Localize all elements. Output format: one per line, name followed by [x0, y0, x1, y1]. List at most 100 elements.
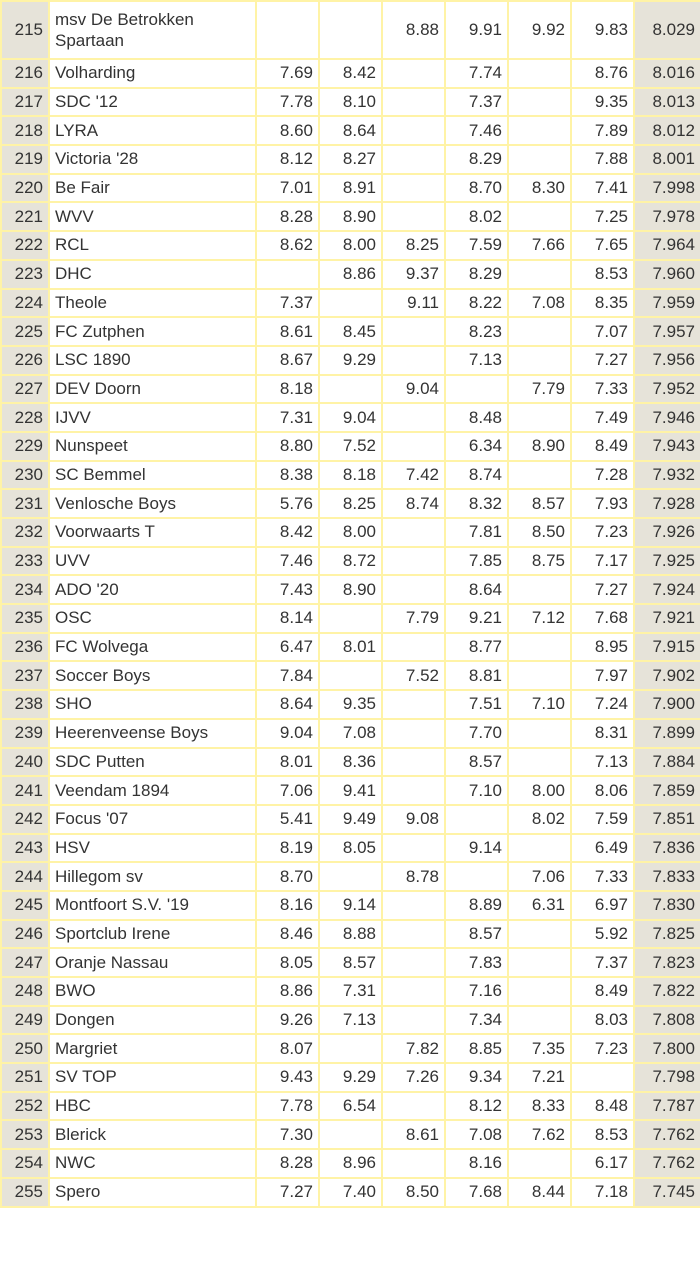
- score-cell: 7.65: [570, 230, 635, 261]
- score-cell: 6.97: [570, 889, 635, 921]
- total-score-cell: 7.998: [633, 172, 700, 204]
- total-score-cell: 7.900: [633, 689, 700, 720]
- rank-cell: 243: [0, 832, 50, 864]
- table-row: 243 HSV 8.19 8.05 9.14 6.49 7.836: [0, 832, 700, 864]
- score-cell: 7.83: [444, 947, 509, 978]
- rank-cell: 234: [0, 574, 50, 606]
- score-cell: 8.14: [255, 603, 320, 634]
- club-name-cell: HBC: [48, 1090, 257, 1122]
- total-score-cell: 8.013: [633, 86, 700, 118]
- score-cell: [507, 832, 572, 864]
- total-score-cell: 7.899: [633, 717, 700, 749]
- score-cell: 7.78: [255, 86, 320, 118]
- score-cell: 8.61: [381, 1119, 446, 1151]
- rank-cell: 249: [0, 1004, 50, 1036]
- club-name-cell: BWO: [48, 976, 257, 1007]
- score-cell: [507, 258, 572, 290]
- club-name-cell: Blerick: [48, 1119, 257, 1151]
- score-cell: 7.69: [255, 58, 320, 89]
- score-cell: 8.53: [570, 1119, 635, 1151]
- club-name-cell: LYRA: [48, 115, 257, 147]
- score-cell: 8.57: [507, 488, 572, 519]
- score-cell: [507, 631, 572, 663]
- club-name-cell: Spero: [48, 1176, 257, 1208]
- club-name-cell: SDC '12: [48, 86, 257, 118]
- table-row: 227 DEV Doorn 8.18 9.04 7.79 7.33 7.952: [0, 373, 700, 405]
- score-cell: 8.00: [318, 230, 383, 261]
- score-cell: 8.42: [255, 517, 320, 548]
- total-score-cell: 7.822: [633, 976, 700, 1007]
- score-cell: [381, 402, 446, 433]
- table-row: 247 Oranje Nassau 8.05 8.57 7.83 7.37 7.823: [0, 947, 700, 978]
- score-cell: [507, 86, 572, 118]
- score-cell: 9.04: [381, 373, 446, 405]
- score-cell: 7.27: [570, 574, 635, 606]
- score-cell: [318, 603, 383, 634]
- score-cell: 8.00: [507, 775, 572, 806]
- club-name-cell: Oranje Nassau: [48, 947, 257, 978]
- score-cell: 7.30: [255, 1119, 320, 1151]
- total-score-cell: 7.859: [633, 775, 700, 806]
- club-name-cell: FC Wolvega: [48, 631, 257, 663]
- score-cell: [318, 1119, 383, 1151]
- rank-cell: 236: [0, 631, 50, 663]
- score-cell: 8.86: [255, 976, 320, 1007]
- score-cell: 7.10: [444, 775, 509, 806]
- table-row: 234 ADO '20 7.43 8.90 8.64 7.27 7.924: [0, 574, 700, 606]
- score-cell: 7.37: [570, 947, 635, 978]
- total-score-cell: 7.921: [633, 603, 700, 634]
- score-cell: [507, 1148, 572, 1179]
- club-name-cell: SDC Putten: [48, 746, 257, 778]
- score-cell: 8.33: [507, 1090, 572, 1122]
- score-cell: 5.92: [570, 918, 635, 950]
- score-cell: 7.35: [507, 1033, 572, 1065]
- score-cell: 8.70: [255, 861, 320, 892]
- score-cell: 7.37: [255, 287, 320, 319]
- club-name-cell: Theole: [48, 287, 257, 319]
- score-cell: 8.74: [381, 488, 446, 519]
- score-cell: 7.13: [318, 1004, 383, 1036]
- rank-cell: 232: [0, 517, 50, 548]
- score-cell: 6.34: [444, 430, 509, 462]
- club-name-cell: LSC 1890: [48, 344, 257, 376]
- score-cell: 8.49: [570, 430, 635, 462]
- table-row: 237 Soccer Boys 7.84 7.52 8.81 7.97 7.902: [0, 660, 700, 692]
- club-name-cell: Sportclub Irene: [48, 918, 257, 950]
- score-cell: [444, 861, 509, 892]
- score-cell: 7.51: [444, 689, 509, 720]
- score-cell: 8.64: [318, 115, 383, 147]
- score-cell: 8.22: [444, 287, 509, 319]
- rank-cell: 223: [0, 258, 50, 290]
- score-cell: [507, 402, 572, 433]
- club-name-cell: Margriet: [48, 1033, 257, 1065]
- score-cell: 8.48: [444, 402, 509, 433]
- score-cell: 7.93: [570, 488, 635, 519]
- score-cell: 8.05: [318, 832, 383, 864]
- score-cell: [381, 430, 446, 462]
- score-cell: 7.08: [444, 1119, 509, 1151]
- score-cell: 7.25: [570, 201, 635, 233]
- score-cell: 7.70: [444, 717, 509, 749]
- score-cell: 8.00: [318, 517, 383, 548]
- score-cell: 9.35: [570, 86, 635, 118]
- rank-cell: 230: [0, 459, 50, 491]
- score-cell: 8.72: [318, 545, 383, 577]
- score-cell: 9.34: [444, 1062, 509, 1093]
- total-score-cell: 7.924: [633, 574, 700, 606]
- table-row: 254 NWC 8.28 8.96 8.16 6.17 7.762: [0, 1148, 700, 1179]
- total-score-cell: 7.745: [633, 1176, 700, 1208]
- score-cell: 7.24: [570, 689, 635, 720]
- score-cell: [381, 717, 446, 749]
- table-row: 238 SHO 8.64 9.35 7.51 7.10 7.24 7.900: [0, 689, 700, 720]
- club-name-cell: DEV Doorn: [48, 373, 257, 405]
- score-cell: 7.52: [318, 430, 383, 462]
- score-cell: 8.25: [381, 230, 446, 261]
- total-score-cell: 7.943: [633, 430, 700, 462]
- club-name-cell: Victoria '28: [48, 144, 257, 175]
- score-cell: [381, 144, 446, 175]
- score-cell: [507, 947, 572, 978]
- score-cell: 8.05: [255, 947, 320, 978]
- score-cell: 9.14: [444, 832, 509, 864]
- club-name-cell: Nunspeet: [48, 430, 257, 462]
- score-cell: [507, 316, 572, 347]
